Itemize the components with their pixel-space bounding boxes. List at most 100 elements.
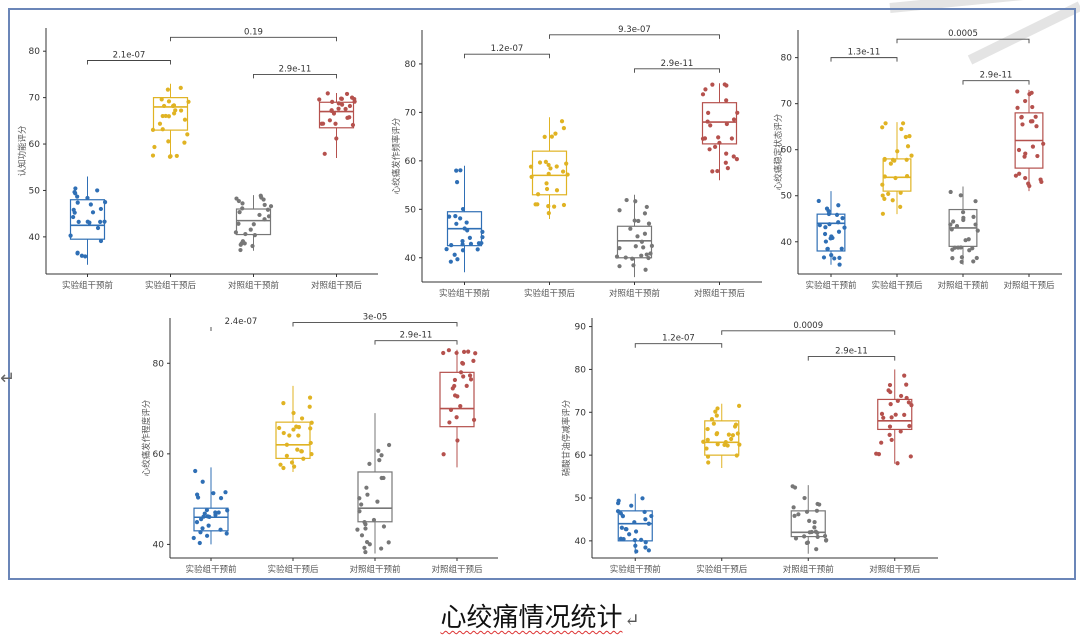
data-point xyxy=(724,98,729,103)
data-point xyxy=(546,211,551,216)
data-point xyxy=(252,233,257,238)
data-point xyxy=(734,157,739,162)
data-point xyxy=(724,83,729,88)
data-point xyxy=(899,126,904,132)
significance-bracket xyxy=(896,38,1030,44)
data-point xyxy=(287,433,292,438)
data-point xyxy=(163,113,168,119)
data-point xyxy=(1019,114,1024,120)
data-point xyxy=(1013,173,1019,178)
significance-bracket xyxy=(634,343,723,348)
data-point xyxy=(642,211,648,216)
data-point xyxy=(289,460,295,465)
data-point xyxy=(834,212,840,217)
x-tick-label: 对照组干预前 xyxy=(609,288,661,299)
data-point xyxy=(447,214,452,219)
data-point xyxy=(821,255,827,260)
data-point xyxy=(1015,105,1020,110)
data-point xyxy=(95,225,101,231)
p-value-label: 0.0009 xyxy=(793,321,823,331)
x-tick-label: 对照组干预后 xyxy=(694,288,746,299)
y-tick-label: 60 xyxy=(781,146,793,156)
data-point xyxy=(700,92,706,97)
data-point xyxy=(75,200,80,205)
y-tick-label: 60 xyxy=(153,450,165,460)
data-point xyxy=(379,453,384,458)
y-tick-label: 70 xyxy=(781,100,793,110)
data-point xyxy=(152,144,157,150)
data-point xyxy=(240,201,245,206)
data-point xyxy=(98,206,104,212)
p-value-label: 2.9e-11 xyxy=(279,64,312,74)
data-point xyxy=(792,485,798,490)
left-paragraph-mark: ↵ xyxy=(0,368,16,389)
data-point xyxy=(735,110,740,115)
data-point xyxy=(295,447,300,452)
data-point xyxy=(796,512,801,517)
data-point xyxy=(371,517,377,523)
data-point xyxy=(281,401,286,406)
data-point xyxy=(468,377,474,382)
data-point xyxy=(467,235,472,240)
data-point xyxy=(460,239,465,244)
data-point xyxy=(549,134,554,139)
data-point xyxy=(329,108,334,113)
data-point xyxy=(628,226,633,231)
data-point xyxy=(842,225,847,230)
data-point xyxy=(836,220,841,225)
data-point xyxy=(1041,141,1046,146)
data-point xyxy=(825,246,830,251)
data-point xyxy=(959,255,965,260)
data-point xyxy=(386,442,392,448)
data-point xyxy=(250,243,255,249)
data-point xyxy=(731,154,736,159)
data-point xyxy=(535,202,540,207)
data-point xyxy=(364,485,369,490)
data-point xyxy=(248,227,253,232)
box xyxy=(704,420,740,456)
data-point xyxy=(646,521,651,526)
data-point xyxy=(347,103,353,109)
data-point xyxy=(882,156,887,162)
data-point xyxy=(455,394,460,399)
data-point xyxy=(213,512,218,518)
data-point xyxy=(79,253,84,258)
x-tick-label: 实验组干预前 xyxy=(439,288,491,299)
data-point xyxy=(174,153,179,159)
data-point xyxy=(85,195,90,201)
data-point xyxy=(706,460,711,465)
data-point xyxy=(1030,104,1035,110)
data-point xyxy=(552,204,557,209)
significance-bracket xyxy=(807,356,896,361)
data-point xyxy=(883,121,888,126)
data-point xyxy=(888,402,893,407)
data-point xyxy=(715,168,720,174)
data-point xyxy=(706,110,711,115)
data-point xyxy=(553,131,558,136)
data-point xyxy=(554,164,559,169)
x-tick-label: 实验组干预后 xyxy=(696,564,748,575)
data-point xyxy=(467,373,473,378)
y-tick-label: 70 xyxy=(29,94,41,104)
data-point xyxy=(475,247,480,252)
y-tick-label: 70 xyxy=(405,108,417,118)
data-point xyxy=(828,236,833,241)
data-point xyxy=(632,520,637,525)
data-point xyxy=(639,239,645,244)
data-point xyxy=(826,211,832,217)
significance-bracket xyxy=(170,36,337,42)
data-point xyxy=(444,247,449,252)
data-point xyxy=(730,433,736,438)
data-point xyxy=(157,121,163,126)
data-point xyxy=(284,453,289,458)
data-point xyxy=(281,465,286,471)
data-point xyxy=(322,151,327,156)
data-point xyxy=(887,424,893,429)
data-point xyxy=(881,415,886,420)
data-point xyxy=(815,534,820,540)
data-point xyxy=(367,461,372,466)
data-point xyxy=(191,535,196,541)
data-point xyxy=(705,454,711,459)
data-point xyxy=(723,160,728,165)
